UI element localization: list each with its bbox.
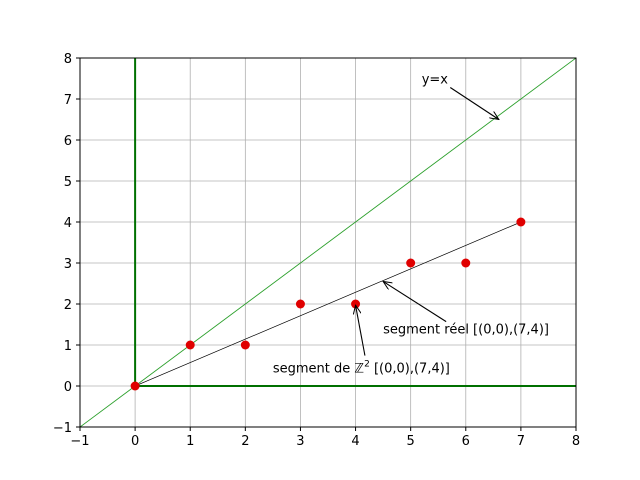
data-point [295, 299, 305, 309]
data-points [130, 217, 526, 391]
annotation-reel-part: segment réel [(0,0),(7,4)] [383, 323, 549, 338]
y-tick-label: 0 [64, 380, 72, 395]
data-point [516, 217, 526, 227]
y-tick-label: 3 [64, 257, 72, 272]
annotation-z2-part: segment de ℤ [273, 362, 365, 377]
annotation-reel-text: segment réel [(0,0),(7,4)] [383, 323, 549, 338]
annotations: y=x segment réel [(0,0),(7,4)] segment de … [273, 73, 549, 377]
data-point [406, 258, 416, 268]
x-tick-label: 6 [462, 434, 470, 449]
y-tick-label: 8 [64, 52, 72, 67]
annotation-z2-part: 2 [364, 360, 370, 370]
x-tick-label: 0 [131, 434, 139, 449]
x-tick-label: −1 [70, 434, 89, 449]
x-tick-label: 3 [296, 434, 304, 449]
annotation-z2-arrow [356, 305, 366, 356]
data-point [240, 340, 250, 350]
y-tick-label: 4 [64, 216, 72, 231]
y-tick-label: −1 [53, 421, 72, 436]
annotation-z2-text: segment de ℤ2 [(0,0),(7,4)] [273, 360, 450, 377]
annotation-z2-part: [(0,0),(7,4)] [370, 362, 450, 377]
annotation-yx-arrow [449, 87, 499, 120]
x-tick-label: 8 [572, 434, 580, 449]
annotation-yx-part: y=x [422, 73, 449, 88]
data-point [461, 258, 471, 268]
x-tick-label: 4 [351, 434, 359, 449]
y-tick-label: 6 [64, 134, 72, 149]
plot-frame [79, 57, 577, 428]
y-tick-label: 7 [64, 93, 72, 108]
x-tick-label: 2 [241, 434, 249, 449]
x-tick-label: 1 [186, 434, 194, 449]
y-tick-label: 2 [64, 298, 72, 313]
annotation-reel-arrow [383, 281, 447, 323]
y-tick-label: 1 [64, 339, 72, 354]
axis-ticks: −1 0 1 2 3 4 5 6 7 8 −1 0 1 2 3 4 5 6 7 8 [53, 52, 580, 449]
x-tick-label: 5 [407, 434, 415, 449]
real-segment-line [134, 221, 522, 387]
x-tick-label: 7 [517, 434, 525, 449]
data-point [185, 340, 195, 350]
reference-lines [134, 58, 576, 387]
y-tick-label: 5 [64, 175, 72, 190]
data-point [130, 381, 140, 391]
annotation-yx-text: y=x [422, 73, 449, 88]
